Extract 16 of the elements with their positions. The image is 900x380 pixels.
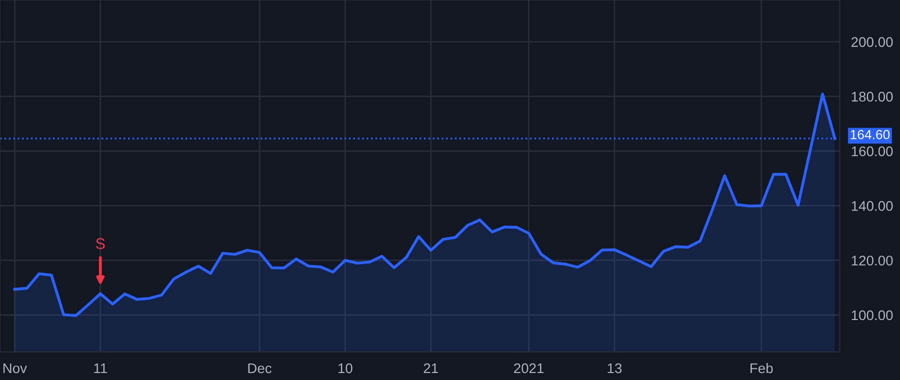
y-tick-label: 140.00 [852,201,893,211]
x-tick-label: 10 [338,363,352,374]
annotation: S [96,238,105,249]
x-tick-label: Nov [3,364,27,374]
y-tick-label: 120.00 [852,256,893,266]
y-tick-label: 200.00 [852,37,893,47]
y-tick-label: 160.00 [852,146,893,156]
x-tick-label: Feb [750,362,773,374]
x-tick-label: Dec [248,364,272,374]
y-tick-label: 100.00 [852,310,893,320]
x-tick-label: 2021 [514,363,544,374]
ref-line-label: 164.60 [850,130,890,140]
x-tick-label: 11 [94,364,107,374]
x-tick-label: 21 [424,363,438,374]
x-tick-label: 13 [608,363,622,374]
y-tick-label: 180.00 [852,92,893,102]
